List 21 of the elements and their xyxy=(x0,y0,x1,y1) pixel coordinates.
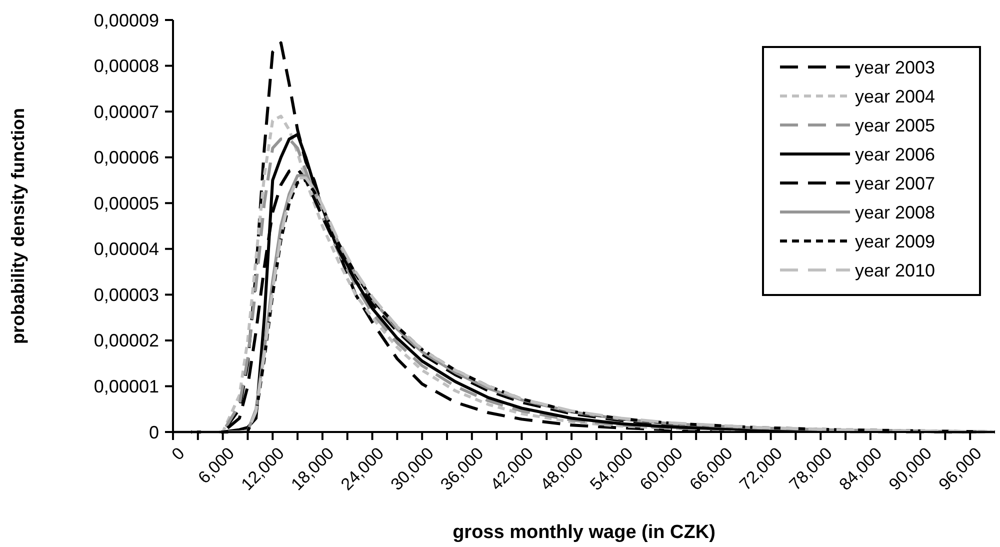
legend-label: year 2008 xyxy=(855,202,936,222)
y-tick-label: 0,00005 xyxy=(94,193,159,214)
legend-label: year 2010 xyxy=(855,260,936,280)
x-tick-label: 0 xyxy=(168,444,188,464)
y-tick-label: 0,00004 xyxy=(94,239,159,260)
y-tick-label: 0,00003 xyxy=(94,284,159,305)
legend-label: year 2006 xyxy=(855,144,936,164)
y-axis-title: probability density function xyxy=(8,108,28,344)
legend-label: year 2007 xyxy=(855,173,936,194)
y-tick-label: 0,00008 xyxy=(94,56,159,76)
y-tick-label: 0 xyxy=(148,422,159,442)
y-tick-label: 0,00007 xyxy=(94,102,159,122)
y-tick-label: 0,00006 xyxy=(94,148,159,168)
legend-label: year 2004 xyxy=(855,86,936,106)
legend-label: year 2009 xyxy=(855,231,936,252)
y-tick-label: 0,00002 xyxy=(94,330,159,351)
legend-label: year 2005 xyxy=(855,115,936,136)
legend-label: year 2003 xyxy=(855,57,936,78)
y-tick-label: 0,00009 xyxy=(94,10,159,30)
y-tick-label: 0,00001 xyxy=(94,376,159,397)
x-axis-title: gross monthly wage (in CZK) xyxy=(452,522,716,543)
